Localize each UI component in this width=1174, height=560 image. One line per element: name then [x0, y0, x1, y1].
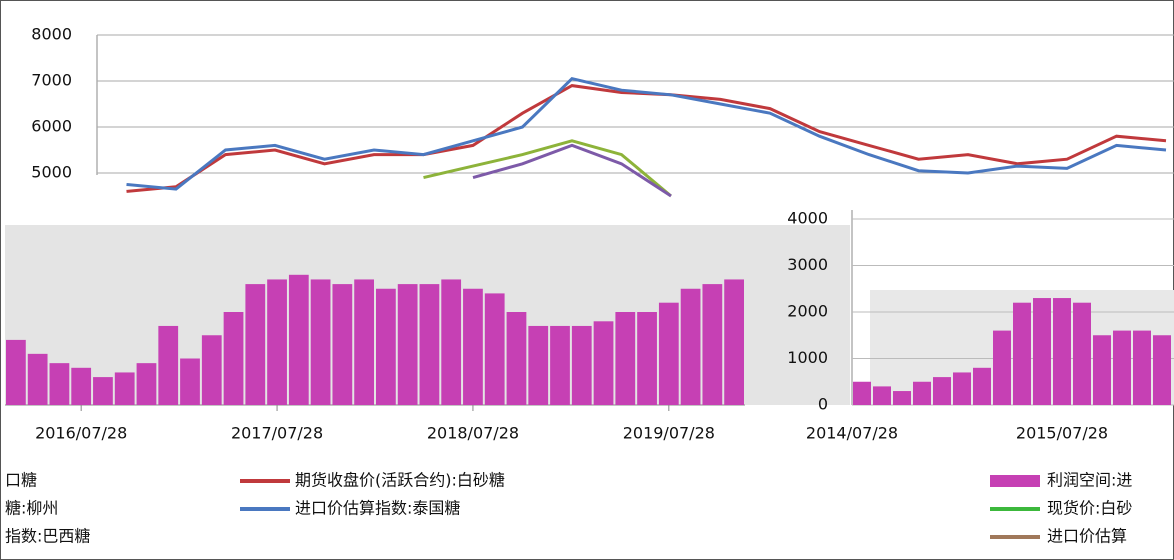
x-tick-label: 2016/07/28: [35, 424, 127, 443]
bar: [1033, 298, 1051, 405]
line-series: [423, 139, 672, 198]
y-tick-label: 1000: [787, 348, 828, 367]
y-tick-label: 0: [818, 395, 828, 414]
bar: [506, 312, 527, 405]
legend-label: 进口价估算指数:泰国糖: [295, 499, 460, 518]
bar: [397, 284, 418, 405]
bar: [71, 367, 92, 405]
bar: [933, 377, 951, 405]
bar: [49, 363, 70, 405]
bar: [441, 279, 462, 405]
bar: [136, 363, 157, 405]
bar: [114, 372, 135, 405]
bar: [158, 325, 179, 405]
bar: [1053, 298, 1071, 405]
bar: [953, 372, 971, 405]
bar: [724, 279, 744, 405]
bar: [973, 367, 991, 405]
y-tick-label: 8000: [31, 25, 72, 44]
bar: [593, 321, 614, 405]
bar: [180, 358, 200, 405]
bar: [93, 377, 113, 405]
bar: [484, 293, 505, 405]
bar: [571, 325, 592, 405]
bar: [288, 274, 309, 405]
bar: [913, 381, 931, 405]
legend-label: 利润空间:进: [1047, 471, 1132, 490]
legend-label: 期货收盘价(活跃合约):白砂糖: [295, 471, 505, 490]
x-tick-label: 2014/07/28: [806, 424, 898, 443]
legend-label: 现货价:白砂: [1047, 499, 1132, 518]
bar: [376, 288, 396, 405]
bar: [853, 381, 871, 405]
x-tick-label: 2019/07/28: [623, 424, 715, 443]
y-tick-label: 6000: [31, 117, 72, 136]
bar: [332, 284, 353, 405]
y-tick-label: 4000: [787, 209, 828, 228]
bar: [245, 284, 266, 405]
bar: [702, 284, 723, 405]
legend-label: 糖:柳州: [5, 499, 58, 518]
y-tick-label: 3000: [787, 255, 828, 274]
y-tick-label: 7000: [31, 71, 72, 90]
bar: [1013, 302, 1031, 405]
bar: [680, 288, 701, 405]
legend-label: 口糖: [5, 471, 37, 490]
bar: [1153, 335, 1171, 405]
bar: [993, 330, 1011, 405]
bar: [310, 279, 331, 405]
bar: [1113, 330, 1131, 405]
legend-label: 进口价估算: [1047, 527, 1127, 546]
bar: [354, 279, 374, 405]
bar: [1133, 330, 1151, 405]
bar: [419, 284, 440, 405]
y-tick-label: 2000: [787, 302, 828, 321]
legend-swatch: [990, 475, 1040, 487]
y-tick-label: 5000: [31, 163, 72, 182]
bar: [463, 288, 483, 405]
line-series: [472, 143, 672, 198]
bar: [267, 279, 287, 405]
bar: [223, 312, 244, 405]
bar: [27, 353, 48, 405]
bar: [6, 339, 26, 405]
bar: [528, 325, 549, 405]
line-series: [126, 77, 1167, 191]
bar: [658, 302, 679, 405]
x-tick-label: 2017/07/28: [231, 424, 323, 443]
bar: [637, 312, 657, 405]
bar: [615, 312, 636, 405]
legend-label: 指数:巴西糖: [5, 527, 90, 546]
bar: [1093, 335, 1111, 405]
bar: [1073, 302, 1091, 405]
bar: [201, 335, 222, 405]
x-tick-label: 2018/07/28: [427, 424, 519, 443]
bar: [873, 386, 891, 405]
bar: [893, 391, 911, 405]
bar: [550, 325, 570, 405]
x-tick-label: 2015/07/28: [1016, 424, 1108, 443]
